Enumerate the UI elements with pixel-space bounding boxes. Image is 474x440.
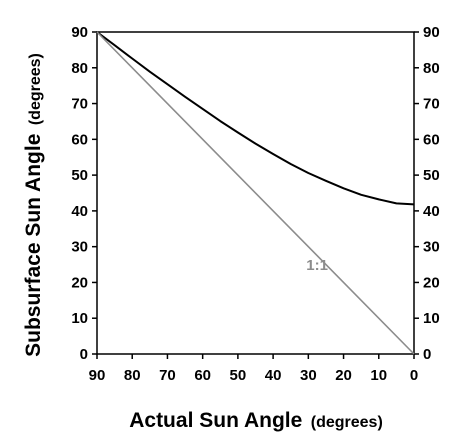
y-tick-left-label: 90: [71, 24, 88, 41]
x-tick-label: 40: [265, 367, 282, 384]
y-tick-left-label: 20: [71, 274, 88, 291]
y-tick-left-label: 70: [71, 96, 88, 113]
y-tick-right-label: 0: [423, 346, 431, 363]
series-label-1-to-1: 1:1: [306, 257, 328, 274]
y-tick-right-label: 70: [423, 96, 440, 113]
x-tick-label: 20: [335, 367, 352, 384]
series-line-2: [96, 31, 415, 355]
x-tick-label: 90: [89, 367, 106, 384]
x-axis: 90 80 70 60 50 40 30 20 10 0: [89, 354, 418, 384]
x-axis-title: Actual Sun Angle (degrees): [129, 409, 383, 432]
series-lines: [96, 31, 415, 355]
y-axis-title-unit: (degrees): [27, 53, 44, 125]
x-axis-title-unit: (degrees): [311, 414, 383, 431]
series-labels: 1:1: [306, 257, 328, 274]
x-tick-label: 70: [159, 367, 176, 384]
x-tick-label: 50: [230, 367, 247, 384]
y-tick-left-label: 50: [71, 167, 88, 184]
y-tick-right-label: 60: [423, 131, 440, 148]
x-tick-label: 10: [370, 367, 387, 384]
x-tick-label: 0: [410, 367, 418, 384]
y-tick-right-label: 50: [423, 167, 440, 184]
y-tick-left-label: 30: [71, 239, 88, 256]
y-tick-right-label: 30: [423, 239, 440, 256]
y-tick-right-label: 90: [423, 24, 440, 41]
y-axis-right: 0 10 20 30 40 50 60 70 80 90: [414, 24, 440, 363]
y-tick-left-label: 10: [71, 310, 88, 327]
x-axis-title-main: Actual Sun Angle: [129, 409, 302, 432]
y-tick-left-label: 60: [71, 131, 88, 148]
series-line-1: [96, 31, 415, 206]
x-tick-label: 30: [300, 367, 317, 384]
y-tick-right-label: 10: [423, 310, 440, 327]
x-tick-label: 80: [124, 367, 141, 384]
y-axis-title: Subsurface Sun Angle (degrees): [22, 53, 45, 357]
y-tick-right-label: 40: [423, 203, 440, 220]
y-tick-left-label: 40: [71, 203, 88, 220]
y-tick-right-label: 20: [423, 274, 440, 291]
y-tick-left-label: 80: [71, 60, 88, 77]
y-tick-left-label: 0: [80, 346, 88, 363]
y-axis-title-main: Subsurface Sun Angle: [22, 134, 45, 357]
x-tick-label: 60: [194, 367, 211, 384]
y-tick-right-label: 80: [423, 60, 440, 77]
plot-area-border: [96, 31, 415, 355]
y-axis-left: 0 10 20 30 40 50 60 70 80 90: [71, 24, 97, 363]
plot-frame: [96, 31, 415, 355]
